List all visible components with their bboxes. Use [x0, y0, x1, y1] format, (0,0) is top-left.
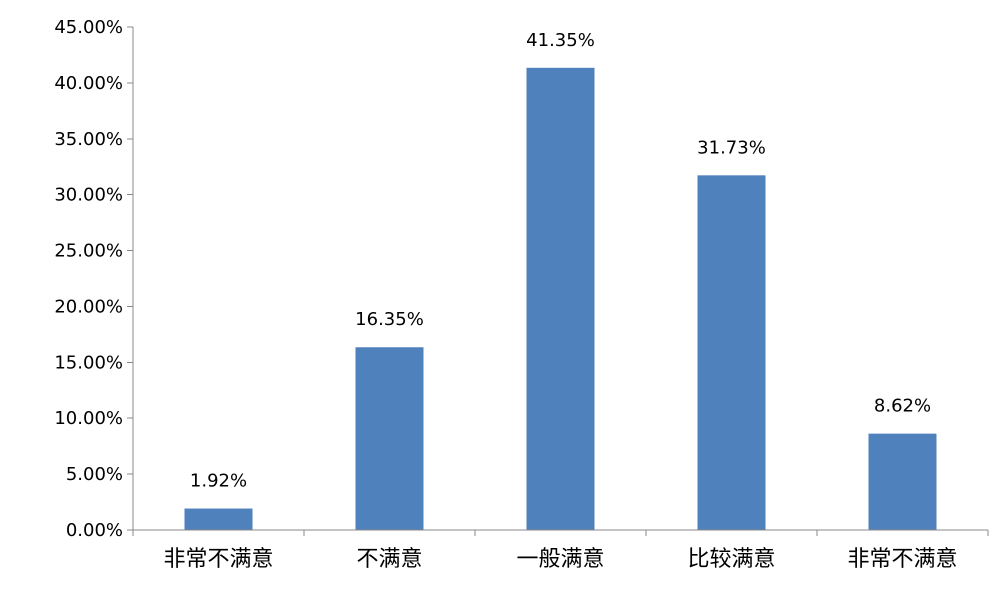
y-tick-label: 35.00% — [54, 129, 123, 150]
y-tick-label: 20.00% — [54, 296, 123, 317]
x-axis-ticks: 非常不满意 不满意 一般满意 比较满意 非常不满意 — [132, 530, 989, 572]
data-labels: 1.92% 16.35% 41.35% 31.73% 8.62% — [190, 30, 931, 492]
data-label: 8.62% — [874, 396, 931, 417]
bar — [697, 175, 766, 531]
bar — [868, 433, 937, 530]
data-label: 1.92% — [190, 471, 247, 492]
y-tick-label: 5.00% — [66, 464, 123, 485]
x-tick-label: 一般满意 — [516, 547, 604, 572]
y-tick-label: 30.00% — [54, 185, 123, 206]
x-tick-label: 非常不满意 — [163, 547, 273, 572]
bar — [526, 67, 595, 530]
bar — [184, 508, 253, 530]
data-label: 31.73% — [697, 137, 766, 158]
axes — [132, 27, 988, 531]
y-tick-label: 45.00% — [54, 17, 123, 38]
data-label: 16.35% — [355, 309, 424, 330]
y-tick-label: 0.00% — [66, 520, 123, 541]
y-axis-ticks: 0.00% 5.00% 10.00% 15.00% 20.00% 25.00% 30.00%… — [54, 17, 133, 541]
bars — [184, 67, 937, 531]
y-tick-label: 25.00% — [54, 241, 123, 262]
bar — [355, 347, 424, 530]
x-tick-label: 非常不满意 — [847, 547, 957, 572]
y-tick-label: 40.00% — [54, 73, 123, 94]
y-tick-label: 10.00% — [54, 408, 123, 429]
x-tick-label: 不满意 — [356, 547, 422, 572]
x-tick-label: 比较满意 — [687, 547, 775, 572]
data-label: 41.35% — [526, 30, 595, 51]
y-tick-label: 15.00% — [54, 352, 123, 373]
